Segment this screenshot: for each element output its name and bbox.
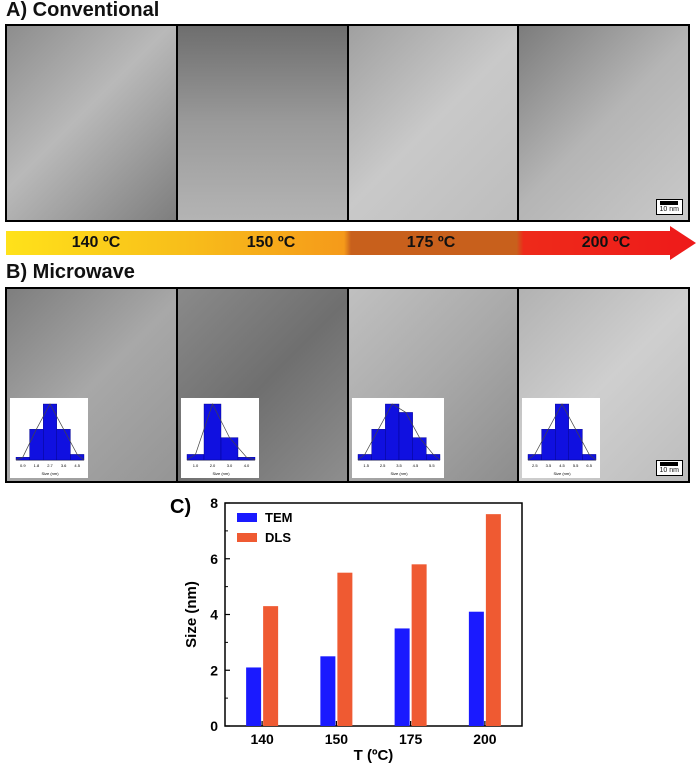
- hist-tick-label: 6.5: [587, 463, 593, 468]
- hist-tick-label: 5.5: [429, 463, 435, 468]
- y-tick-label: 6: [210, 551, 218, 567]
- x-tick-label: 200: [473, 731, 497, 747]
- legend-label-dls: DLS: [265, 530, 291, 545]
- arrow-label-200: 200 ºC: [581, 234, 631, 251]
- panel-c-label: C): [170, 496, 191, 518]
- tem-image-150: [177, 26, 347, 220]
- hist-bar: [411, 437, 427, 461]
- hist-bar: [370, 429, 386, 461]
- hist-tick-label: 3.5: [546, 463, 552, 468]
- hist-tick-label: 1.8: [34, 463, 40, 468]
- bar-dls: [337, 572, 353, 726]
- x-tick-label: 140: [250, 731, 274, 747]
- bar-dls: [485, 514, 501, 726]
- arrow-label-150: 150 ºC: [246, 234, 296, 251]
- bar-tem: [246, 667, 262, 726]
- hist-tick-label: 1.5: [363, 463, 369, 468]
- bar-tem: [468, 611, 484, 726]
- hist-bar: [541, 429, 556, 461]
- hist-x-label: Size (nm): [212, 471, 230, 476]
- hist-bar: [582, 454, 597, 461]
- y-tick-label: 2: [210, 662, 218, 678]
- temperature-arrow: 140 ºC 150 ºC 175 ºC 200 ºC: [6, 226, 696, 260]
- hist-bar: [357, 454, 372, 461]
- legend-swatch-dls: [237, 533, 257, 542]
- hist-tick-label: 4.5: [559, 463, 565, 468]
- hist-tick-label: 2.0: [209, 463, 215, 468]
- bar-dls: [411, 564, 427, 726]
- hist-tick-label: 2.5: [532, 463, 538, 468]
- hist-fit-curve: [357, 403, 440, 461]
- arrow-label-140: 140 ºC: [71, 234, 121, 251]
- tem-image-140: [7, 26, 176, 220]
- hist-tick-label: 3.0: [226, 463, 232, 468]
- hist-bar: [29, 429, 44, 461]
- hist-bar: [220, 437, 238, 461]
- hist-tick-label: 4.5: [412, 463, 418, 468]
- bar-tem: [320, 656, 336, 726]
- hist-tick-label: 5.5: [573, 463, 579, 468]
- tem-image-mw-150: 1.0 2.0 3.0 4.0 Size (nm): [177, 289, 347, 481]
- hist-tick-label: 0.9: [20, 463, 26, 468]
- x-axis-label: T (ºC): [354, 747, 394, 764]
- hist-x-label: Size (nm): [41, 471, 59, 476]
- x-tick-label: 175: [399, 731, 423, 747]
- y-tick-label: 0: [210, 718, 218, 734]
- size-bar-chart: C) 0 2 4 6 8 140 150 175 200 T (ºC) Size (nm) TEM DLS: [170, 495, 523, 764]
- tem-image-175: [348, 26, 518, 220]
- y-axis-label: Size (nm): [183, 581, 200, 648]
- bar-dls: [263, 606, 279, 726]
- scale-bar-label: 10 nm: [659, 206, 679, 213]
- hist-fit-curve: [528, 403, 597, 461]
- bar-tem: [394, 628, 410, 726]
- hist-tick-label: 2.7: [47, 463, 53, 468]
- hist-bar: [568, 429, 583, 461]
- hist-bar: [237, 457, 255, 461]
- tem-image-mw-200: 2.5 3.5 4.5 5.5 6.5 Size (nm) 10 nm: [519, 289, 688, 481]
- hist-bar: [425, 454, 440, 461]
- y-tick-label: 8: [210, 495, 218, 511]
- hist-x-label: Size (nm): [390, 471, 408, 476]
- hist-bar: [70, 454, 85, 461]
- hist-tick-label: 3.5: [396, 463, 402, 468]
- x-tick-label: 150: [325, 731, 349, 747]
- hist-x-label: Size (nm): [554, 471, 572, 476]
- hist-tick-label: 2.5: [379, 463, 385, 468]
- hist-bar: [398, 412, 413, 461]
- scale-bar-a: 10 nm: [655, 199, 683, 215]
- hist-fit-curve: [186, 403, 255, 461]
- hist-bar: [186, 454, 204, 461]
- size-histogram-inset: 1.5 2.5 3.5 4.5 5.5 Size (nm): [351, 398, 444, 478]
- size-histogram-inset: 2.5 3.5 4.5 5.5 6.5 Size (nm): [522, 398, 601, 478]
- legend-label-tem: TEM: [265, 510, 292, 525]
- panel-a-title: A) Conventional: [6, 0, 160, 21]
- tem-image-mw-175: 1.5 2.5 3.5 4.5 5.5 Size (nm): [348, 289, 518, 481]
- hist-bar: [528, 454, 543, 461]
- microwave-tem-row: 0.9 1.8 2.7 3.6 4.5 Size (nm) 1.0 2.0 3.0 4.0 Siz…: [5, 287, 690, 483]
- hist-tick-label: 3.6: [61, 463, 67, 468]
- hist-fit-curve: [15, 403, 85, 461]
- y-tick-label: 4: [210, 607, 218, 623]
- legend-swatch-tem: [237, 513, 257, 522]
- tem-image-200: 10 nm: [519, 26, 688, 220]
- scale-bar-label: 10 nm: [659, 467, 679, 474]
- size-histogram-inset: 0.9 1.8 2.7 3.6 4.5 Size (nm): [10, 398, 88, 478]
- hist-tick-label: 4.5: [74, 463, 80, 468]
- scale-bar-b: 10 nm: [655, 460, 683, 476]
- panel-b-title: B) Microwave: [6, 261, 135, 283]
- hist-tick-label: 1.0: [192, 463, 198, 468]
- hist-bar: [203, 403, 221, 461]
- hist-bar: [56, 429, 71, 461]
- conventional-tem-row: 10 nm: [5, 24, 690, 222]
- arrow-label-175: 175 ºC: [406, 234, 456, 251]
- tem-image-mw-140: 0.9 1.8 2.7 3.6 4.5 Size (nm): [7, 289, 176, 481]
- hist-bar: [15, 457, 30, 461]
- size-histogram-inset: 1.0 2.0 3.0 4.0 Size (nm): [180, 398, 259, 478]
- hist-tick-label: 4.0: [243, 463, 249, 468]
